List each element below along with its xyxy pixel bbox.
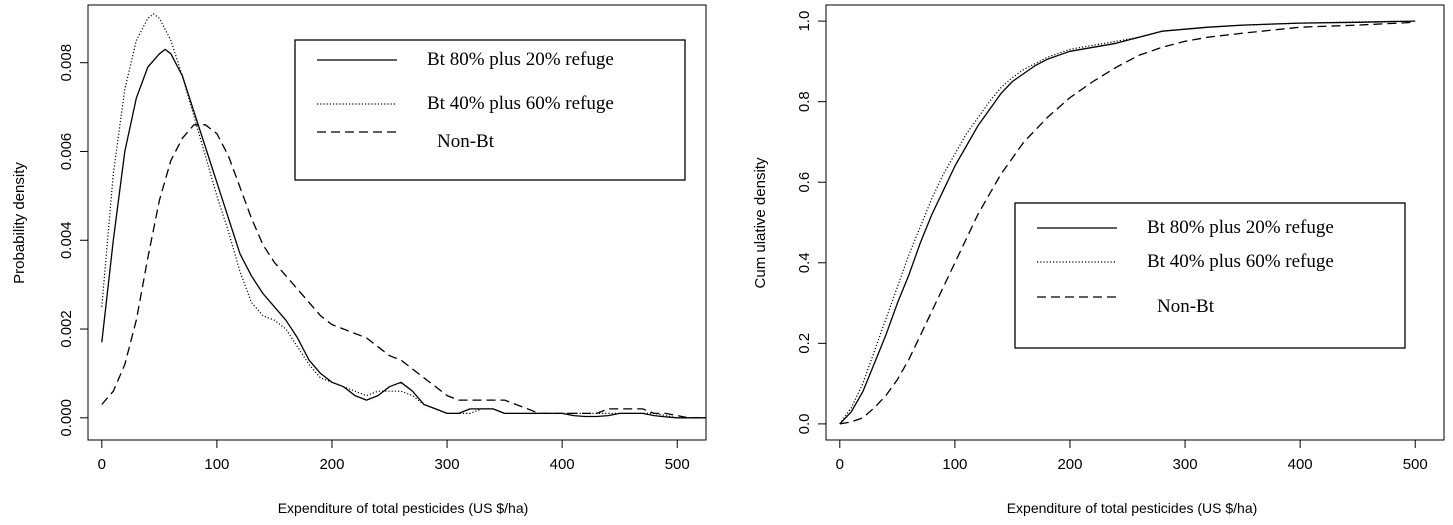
x-tick-label: 300 [1173,456,1198,473]
y-axis-label: Cum ulative density [752,157,769,288]
legend: Bt 80% plus 20% refuge Bt 40% plus 60% re… [294,39,686,181]
y-tick-label: 0.0 [796,413,813,434]
x-tick-label: 100 [204,456,229,473]
y-tick-label: 0.000 [58,399,75,437]
x-tick-label: 200 [1057,456,1082,473]
y-tick-label: 0.002 [58,310,75,348]
legend-label-1: Bt 80% plus 20% refuge [427,49,614,70]
x-tick-label: 100 [942,456,967,473]
legend-box [294,39,686,181]
legend: Bt 80% plus 20% refuge Bt 40% plus 60% re… [1014,202,1406,349]
x-axis-label: Expenditure of total pesticides (US $/ha… [1007,500,1258,516]
legend-label-2: Bt 40% plus 60% refuge [427,93,614,114]
y-tick-label: 0.6 [796,172,813,193]
x-tick-label: 200 [319,456,344,473]
x-tick-label: 500 [1403,456,1428,473]
y-tick-label: 0.4 [796,252,813,273]
plot-frame [87,4,707,441]
series-line-1 [101,48,706,419]
x-tick-label: 400 [1288,456,1313,473]
x-tick-label: 300 [435,456,460,473]
y-tick-label: 0.004 [58,221,75,259]
y-tick-label: 0.2 [796,333,813,354]
x-tick-label: 400 [550,456,575,473]
x-tick-label: 500 [665,456,690,473]
series-line-2 [101,13,706,419]
y-axis-label: Probability density [11,162,28,284]
series-line-3 [101,124,706,419]
y-tick-label: 0.008 [58,44,75,82]
y-tick-label: 1.0 [796,11,813,32]
chart-panel-1: 0 100 200 300 400 500 0.000 0.002 0.004 0.006 0.00… [11,4,707,516]
legend-label-3: Non-Bt [437,131,495,152]
legend-label-1: Bt 80% plus 20% refuge [1147,217,1334,238]
x-tick-label: 0 [98,456,106,473]
legend-label-2: Bt 40% plus 60% refuge [1147,251,1334,272]
x-axis-label: Expenditure of total pesticides (US $/ha… [278,500,529,516]
series-line-1 [839,20,1416,425]
plot-frame [825,4,1445,441]
legend-label-3: Non-Bt [1157,296,1215,317]
y-tick-label: 0.8 [796,91,813,112]
chart-panel-2: 0 100 200 300 400 500 0.0 0.2 0.4 0.6 0.8 1.0 Expend… [752,4,1445,516]
x-tick-label: 0 [836,456,844,473]
legend-box [1014,202,1406,349]
series-line-2 [839,20,1416,425]
series-line-3 [839,21,1416,425]
y-tick-label: 0.006 [58,133,75,171]
